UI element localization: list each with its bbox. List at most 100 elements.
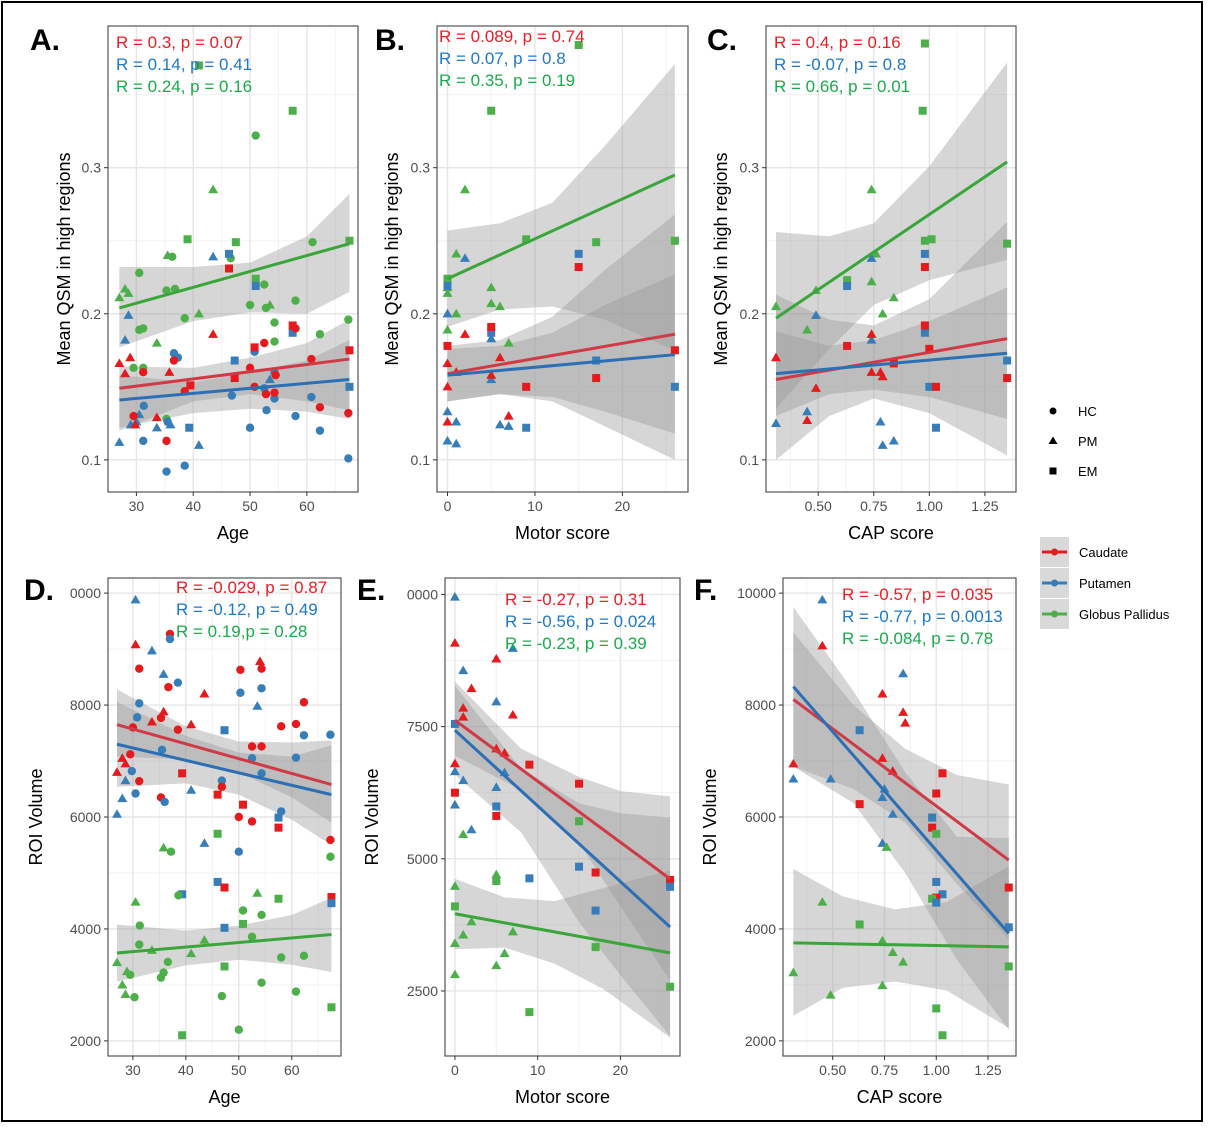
fit-line-caudate xyxy=(775,337,1008,381)
point-caudate-em xyxy=(230,374,239,383)
y-tick-label: 0000 xyxy=(70,585,101,601)
plot-background xyxy=(437,26,688,492)
point-putamen-em xyxy=(843,282,852,291)
stat-annotation-globus-pallidus: R = 0.19,p = 0.28 xyxy=(176,622,307,641)
point-globus-pallidus-pm xyxy=(193,308,204,318)
fit-line-caudate xyxy=(116,723,332,786)
point-globus-pallidus-pm xyxy=(871,248,881,258)
point-putamen-em xyxy=(1004,923,1013,932)
point-putamen-em xyxy=(443,282,452,291)
point-globus-pallidus-pm xyxy=(449,938,460,947)
point-globus-pallidus-em xyxy=(855,920,864,929)
point-putamen-pm xyxy=(186,785,197,794)
point-caudate-pm xyxy=(151,412,162,422)
point-globus-pallidus-pm xyxy=(130,897,141,906)
y-tick-label: 0.1 xyxy=(411,452,431,468)
y-axis-title: ROI Volume xyxy=(700,768,720,865)
point-caudate-pm xyxy=(466,683,477,693)
point-caudate-em xyxy=(450,788,459,797)
ci-band-caudate xyxy=(447,214,675,460)
point-globus-pallidus-hc xyxy=(308,238,317,247)
point-putamen-pm xyxy=(866,253,877,262)
stat-annotation-globus-pallidus: R = 0.24, p = 0.16 xyxy=(116,77,252,96)
point-caudate-pm xyxy=(503,411,514,420)
point-globus-pallidus-em xyxy=(666,982,675,991)
point-putamen-pm xyxy=(887,809,898,818)
point-globus-pallidus-hc xyxy=(344,315,353,324)
point-caudate-hc xyxy=(344,408,353,418)
fit-line-putamen xyxy=(447,353,676,377)
point-putamen-em xyxy=(450,719,459,728)
point-globus-pallidus-pm xyxy=(788,967,799,977)
point-putamen-pm xyxy=(449,592,460,601)
point-globus-pallidus-pm xyxy=(491,960,502,970)
point-putamen-pm xyxy=(146,645,157,655)
point-globus-pallidus-em xyxy=(231,238,240,247)
point-globus-pallidus-pm xyxy=(866,276,877,286)
point-putamen-em xyxy=(932,423,940,432)
y-tick-label: 8000 xyxy=(745,697,776,713)
point-putamen-pm xyxy=(112,809,123,818)
point-putamen-em xyxy=(932,877,941,886)
point-caudate-hc xyxy=(247,742,257,751)
point-putamen-pm xyxy=(451,416,462,426)
point-putamen-em xyxy=(220,726,229,735)
point-caudate-pm xyxy=(120,758,131,768)
point-globus-pallidus-hc xyxy=(162,286,171,295)
point-putamen-pm xyxy=(442,308,453,318)
point-putamen-pm xyxy=(123,310,134,319)
point-globus-pallidus-hc xyxy=(139,324,148,333)
stat-annotation-caudate: R = 0.3, p = 0.07 xyxy=(116,33,243,52)
point-caudate-hc xyxy=(257,664,266,673)
point-caudate-pm xyxy=(877,688,888,698)
point-globus-pallidus-pm xyxy=(112,957,123,967)
point-caudate-hc xyxy=(276,722,286,731)
x-tick-label: 0.75 xyxy=(860,498,887,514)
ci-band-caudate xyxy=(776,221,1008,460)
point-globus-pallidus-hc xyxy=(315,330,325,339)
point-caudate-hc xyxy=(270,388,279,397)
point-globus-pallidus-hc xyxy=(174,891,183,900)
panel-b: 0 10 20 0.1 0.2 0.3 Motor score Mean QSM in hig… xyxy=(375,24,689,543)
point-putamen-pm xyxy=(449,766,460,776)
point-putamen-pm xyxy=(491,782,502,791)
panel-a: 30 40 50 60 0.1 0.2 0.3 Age Mean QSM in high reg… xyxy=(30,24,359,543)
point-globus-pallidus-pm xyxy=(491,869,502,879)
panel-d: 30 40 50 60 2000 4000 6000 8000 0000 Age ROI Volum… xyxy=(24,574,342,1107)
fit-line-caudate xyxy=(119,357,350,390)
point-putamen-hc xyxy=(162,467,171,476)
point-putamen-pm xyxy=(130,594,141,604)
point-globus-pallidus-em xyxy=(251,274,260,283)
point-putamen-hc xyxy=(135,699,144,708)
stat-annotation-globus-pallidus: R = -0.084, p = 0.78 xyxy=(842,629,993,648)
point-globus-pallidus-hc xyxy=(166,847,176,856)
y-tick-label: 5000 xyxy=(407,851,438,867)
stat-annotation-caudate: R = -0.57, p = 0.035 xyxy=(842,585,993,604)
point-caudate-pm xyxy=(898,707,909,716)
legend-label-globus-pallidus: Globus Pallidus xyxy=(1079,607,1170,622)
point-putamen-pm xyxy=(459,253,470,262)
y-axis-title: ROI Volume xyxy=(362,768,382,865)
point-putamen-em xyxy=(522,423,531,432)
point-putamen-pm xyxy=(264,374,275,384)
point-globus-pallidus-em xyxy=(487,106,496,115)
point-putamen-hc xyxy=(245,423,255,432)
point-putamen-em xyxy=(920,328,929,337)
point-caudate-hc xyxy=(217,782,227,791)
panel-label: F. xyxy=(694,574,717,607)
point-caudate-pm xyxy=(494,352,505,362)
point-caudate-pm xyxy=(146,716,157,726)
fit-line-putamen xyxy=(453,729,672,929)
point-caudate-em xyxy=(928,823,937,832)
point-putamen-pm xyxy=(120,775,131,785)
point-globus-pallidus-em xyxy=(183,235,192,244)
point-caudate-pm xyxy=(449,758,460,768)
point-globus-pallidus-em xyxy=(843,276,852,285)
point-globus-pallidus-hc xyxy=(126,970,135,980)
y-axis-title: Mean QSM in high regions xyxy=(711,152,731,365)
point-caudate-em xyxy=(591,868,600,877)
point-putamen-hc xyxy=(315,426,325,435)
x-axis-title: Motor score xyxy=(515,1087,610,1107)
legend-label-pm: PM xyxy=(1078,434,1098,449)
point-putamen-hc xyxy=(160,797,169,807)
